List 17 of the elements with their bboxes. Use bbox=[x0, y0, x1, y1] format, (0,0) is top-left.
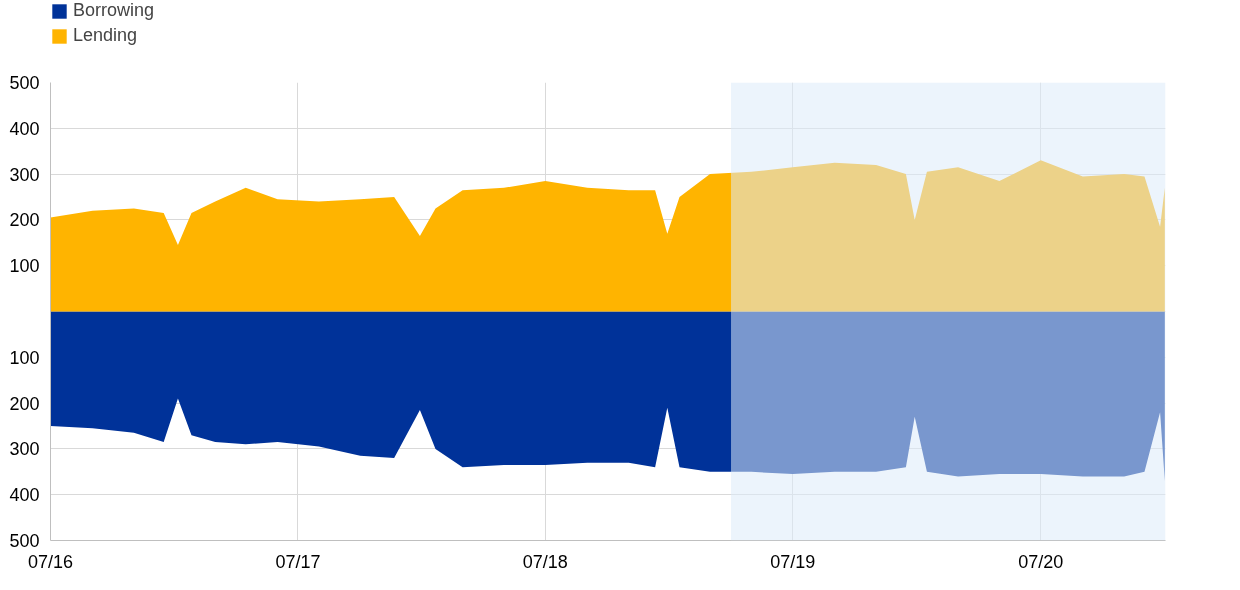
legend-label: Borrowing bbox=[73, 0, 155, 21]
y-tick-label: 400 bbox=[9, 485, 40, 506]
y-tick-label: 300 bbox=[9, 439, 40, 460]
y-tick-label: 200 bbox=[9, 210, 40, 231]
x-tick-label: 07/19 bbox=[770, 551, 816, 572]
y-tick-label: 100 bbox=[9, 347, 40, 368]
x-tick-label: 07/18 bbox=[522, 551, 568, 572]
y-tick-label: 300 bbox=[9, 164, 40, 185]
y-tick-label: 200 bbox=[9, 393, 40, 414]
y-tick-label: 500 bbox=[9, 73, 40, 93]
y-tick-label: 400 bbox=[9, 118, 40, 139]
y-tick-label: 100 bbox=[9, 256, 40, 277]
x-tick-label: 07/16 bbox=[27, 551, 74, 572]
legend-label: Lending bbox=[73, 25, 138, 46]
x-tick-label: 07/20 bbox=[1018, 551, 1064, 572]
x-tick-label: 07/17 bbox=[275, 551, 321, 572]
y-tick-label: 500 bbox=[9, 531, 40, 551]
